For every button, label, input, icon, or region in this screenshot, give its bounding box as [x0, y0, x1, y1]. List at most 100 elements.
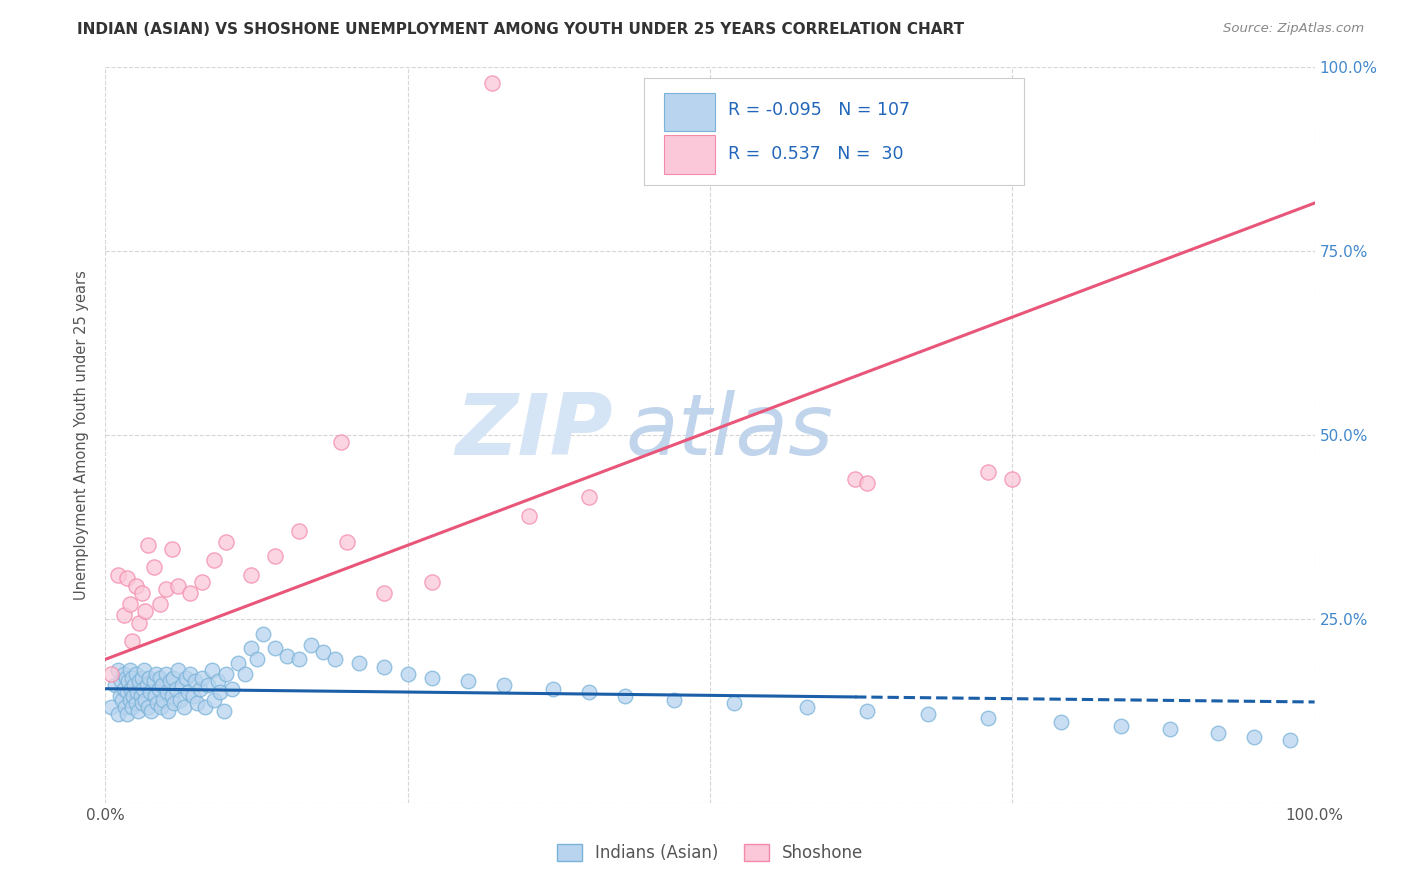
Point [110, 674, 132, 689]
Point [373, 659, 395, 673]
Point [145, 667, 167, 681]
Point [228, 656, 250, 670]
Point [150, 700, 173, 714]
Point [796, 700, 818, 714]
Point [138, 671, 160, 685]
Point [420, 575, 443, 590]
Point [125, 685, 148, 699]
Point [148, 681, 170, 696]
Point [288, 524, 311, 538]
Point [191, 575, 214, 590]
Point [276, 648, 298, 663]
Point [100, 667, 122, 681]
Point [160, 541, 183, 556]
Point [856, 475, 879, 490]
Point [396, 667, 419, 681]
Point [186, 697, 208, 711]
Point [157, 704, 180, 718]
Text: Source: ZipAtlas.com: Source: ZipAtlas.com [1223, 22, 1364, 36]
Point [107, 707, 129, 722]
Point [1001, 472, 1024, 486]
Point [136, 538, 159, 552]
Point [239, 567, 262, 582]
Point [662, 692, 685, 706]
Point [207, 674, 229, 689]
Point [578, 491, 600, 505]
Point [122, 689, 145, 703]
Point [233, 667, 256, 681]
Point [162, 671, 184, 685]
Point [578, 685, 600, 699]
Point [202, 553, 225, 567]
Point [111, 692, 134, 706]
Point [420, 671, 443, 685]
Point [457, 674, 479, 689]
Point [917, 707, 939, 722]
Point [159, 674, 181, 689]
Text: R = -0.095   N = 107: R = -0.095 N = 107 [728, 102, 910, 120]
Point [155, 582, 177, 597]
Point [165, 681, 187, 696]
Point [131, 697, 153, 711]
Point [135, 678, 157, 692]
Point [170, 678, 193, 692]
Point [142, 674, 165, 689]
Point [212, 704, 235, 718]
Point [124, 667, 148, 681]
Point [107, 567, 129, 582]
Point [263, 549, 285, 564]
Point [323, 652, 346, 666]
Point [844, 472, 866, 486]
Point [121, 671, 143, 685]
Point [494, 678, 516, 692]
Text: ZIP: ZIP [456, 390, 613, 473]
Point [156, 685, 179, 699]
Point [1243, 730, 1265, 744]
Point [146, 697, 169, 711]
Point [136, 700, 159, 714]
Point [1109, 718, 1132, 732]
Point [169, 692, 191, 706]
Point [121, 633, 143, 648]
Bar [664, 136, 714, 174]
Point [124, 678, 146, 692]
Point [188, 681, 211, 696]
Point [112, 681, 135, 696]
Point [977, 465, 1000, 479]
Point [139, 685, 162, 699]
Point [112, 608, 135, 623]
Point [191, 671, 214, 685]
Point [124, 579, 148, 593]
Point [181, 689, 204, 703]
Legend: Indians (Asian), Shoshone: Indians (Asian), Shoshone [550, 838, 870, 869]
Point [197, 678, 219, 692]
Point [167, 664, 190, 678]
Point [115, 671, 138, 685]
Point [614, 689, 637, 703]
Point [141, 704, 163, 718]
Point [104, 678, 127, 692]
Point [194, 700, 217, 714]
Point [209, 685, 232, 699]
Point [977, 711, 1000, 725]
Point [108, 689, 131, 703]
Point [723, 697, 745, 711]
Point [155, 667, 177, 681]
Point [349, 656, 371, 670]
Point [1279, 733, 1302, 747]
Point [246, 652, 269, 666]
Point [124, 697, 148, 711]
Point [163, 697, 186, 711]
Point [201, 664, 224, 678]
Point [239, 641, 262, 656]
Point [517, 508, 540, 523]
Point [132, 681, 155, 696]
Point [173, 700, 195, 714]
Point [149, 671, 172, 685]
Point [100, 700, 122, 714]
Point [134, 692, 156, 706]
Point [118, 597, 141, 611]
Text: atlas: atlas [626, 390, 834, 473]
Point [541, 681, 564, 696]
Point [134, 605, 156, 619]
